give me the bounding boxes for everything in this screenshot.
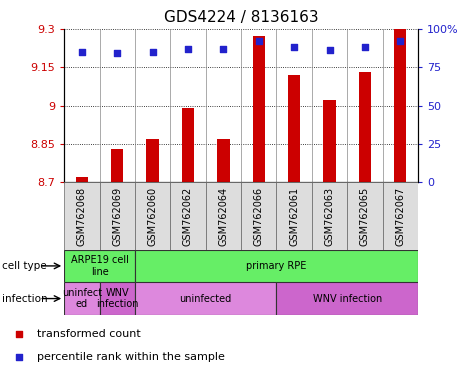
Text: GSM762066: GSM762066 [254,187,264,245]
Bar [206,182,241,250]
Bar [241,29,276,182]
Bar [182,108,194,182]
Bar [288,75,300,182]
Text: transformed count: transformed count [37,329,141,339]
Bar [253,36,265,182]
Bar [312,29,347,182]
Bar [64,29,100,182]
Text: GSM762062: GSM762062 [183,186,193,246]
Point [361,44,369,50]
Text: GSM762063: GSM762063 [324,187,334,245]
Text: WNV
infection: WNV infection [96,288,138,310]
Bar [394,29,407,182]
Text: GSM762067: GSM762067 [395,186,405,246]
Point [255,38,263,44]
Bar [276,29,312,182]
Point [149,49,156,55]
Bar [135,250,418,282]
Bar [241,182,276,250]
Text: GSM762069: GSM762069 [112,187,122,245]
Point [15,354,22,360]
Bar [135,182,171,250]
Text: ARPE19 cell
line: ARPE19 cell line [71,255,128,277]
Bar [135,282,276,315]
Text: primary RPE: primary RPE [246,261,307,271]
Title: GDS4224 / 8136163: GDS4224 / 8136163 [164,10,318,25]
Bar [312,182,347,250]
Bar [100,282,135,315]
Bar [111,149,124,182]
Text: GSM762064: GSM762064 [218,187,228,245]
Point [184,46,192,52]
Bar [383,29,418,182]
Point [290,44,298,50]
Bar [64,250,135,282]
Bar [170,29,206,182]
Bar [323,101,336,182]
Bar [206,29,241,182]
Point [219,46,227,52]
Text: infection: infection [2,293,48,304]
Bar [99,29,135,182]
Point [15,331,22,337]
Text: GSM762065: GSM762065 [360,186,370,246]
Bar [64,282,100,315]
Bar [359,72,371,182]
Bar [276,182,312,250]
Text: GSM762068: GSM762068 [77,187,87,245]
Text: WNV infection: WNV infection [313,293,382,304]
Bar [64,182,100,250]
Bar [99,182,135,250]
Text: percentile rank within the sample: percentile rank within the sample [37,352,225,362]
Bar [217,139,229,182]
Bar [276,282,418,315]
Bar [76,177,88,182]
Bar [135,29,171,182]
Bar [347,182,383,250]
Bar [383,182,418,250]
Bar [170,182,206,250]
Point [114,50,121,56]
Text: uninfect
ed: uninfect ed [62,288,102,310]
Text: cell type: cell type [2,261,47,271]
Point [326,47,333,53]
Point [78,49,86,55]
Bar [146,139,159,182]
Text: GSM762060: GSM762060 [148,187,158,245]
Bar [347,29,383,182]
Text: GSM762061: GSM762061 [289,187,299,245]
Text: uninfected: uninfected [180,293,232,304]
Point [397,38,404,44]
